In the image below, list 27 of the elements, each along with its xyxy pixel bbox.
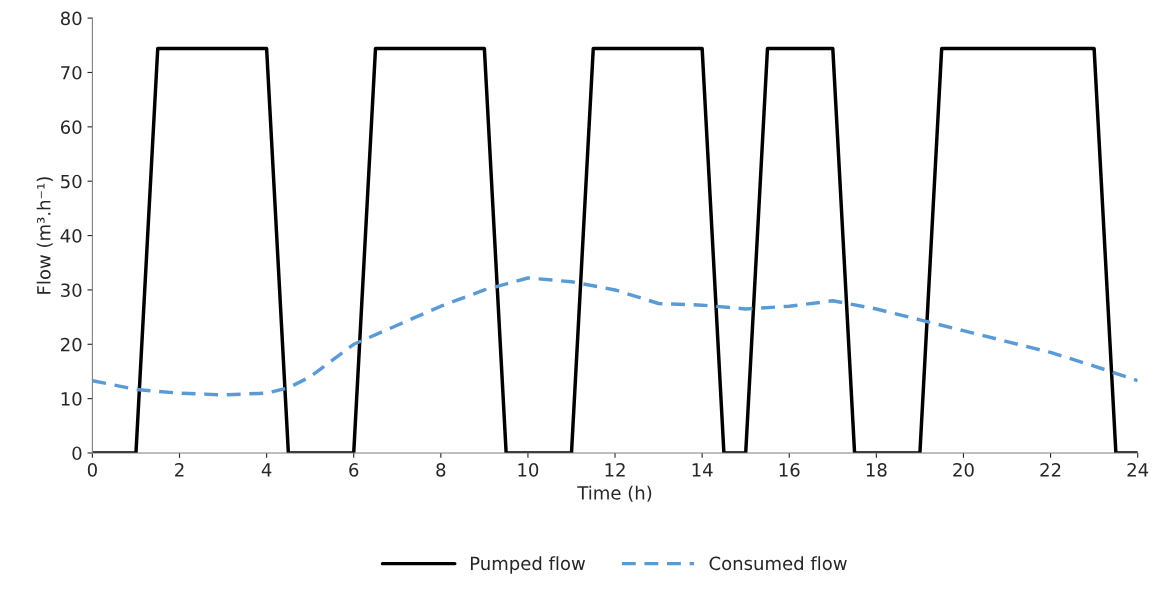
x-tick-label: 2 bbox=[175, 463, 184, 477]
x-tick-label: 22 bbox=[1040, 463, 1061, 477]
y-tick-label: 70 bbox=[61, 65, 82, 80]
y-tick-label: 40 bbox=[60, 229, 82, 243]
y-axis-title: Flow (m³.h⁻¹) bbox=[36, 177, 53, 294]
y-tick-label: 30 bbox=[61, 283, 82, 298]
y-tick-label: 60 bbox=[60, 120, 82, 134]
x-tick-label: 16 bbox=[779, 463, 800, 477]
x-tick-label: 12 bbox=[605, 463, 625, 477]
x-tick-label: 10 bbox=[518, 463, 539, 477]
y-tick-label: 20 bbox=[61, 337, 82, 352]
line-series bbox=[92, 276, 1138, 397]
x-tick-label: 4 bbox=[261, 463, 272, 477]
x-tick-label: 24 bbox=[1127, 463, 1149, 477]
x-tick-label: 20 bbox=[953, 463, 974, 477]
y-tick-label: 50 bbox=[61, 174, 82, 189]
legend-label: Pumped flow bbox=[470, 556, 585, 574]
legend-label: Consumed flow bbox=[709, 556, 847, 571]
x-tick-label: 6 bbox=[349, 463, 359, 477]
x-tick-label: 14 bbox=[692, 463, 713, 477]
x-tick-label: 8 bbox=[436, 463, 446, 477]
x-axis-title: Time (h) bbox=[577, 485, 652, 502]
y-tick-label: 0 bbox=[72, 446, 82, 461]
x-tick-label: 0 bbox=[87, 463, 97, 477]
y-tick-label: 80 bbox=[60, 11, 82, 26]
x-tick-label: 18 bbox=[866, 463, 887, 477]
y-tick-label: 10 bbox=[61, 392, 82, 406]
